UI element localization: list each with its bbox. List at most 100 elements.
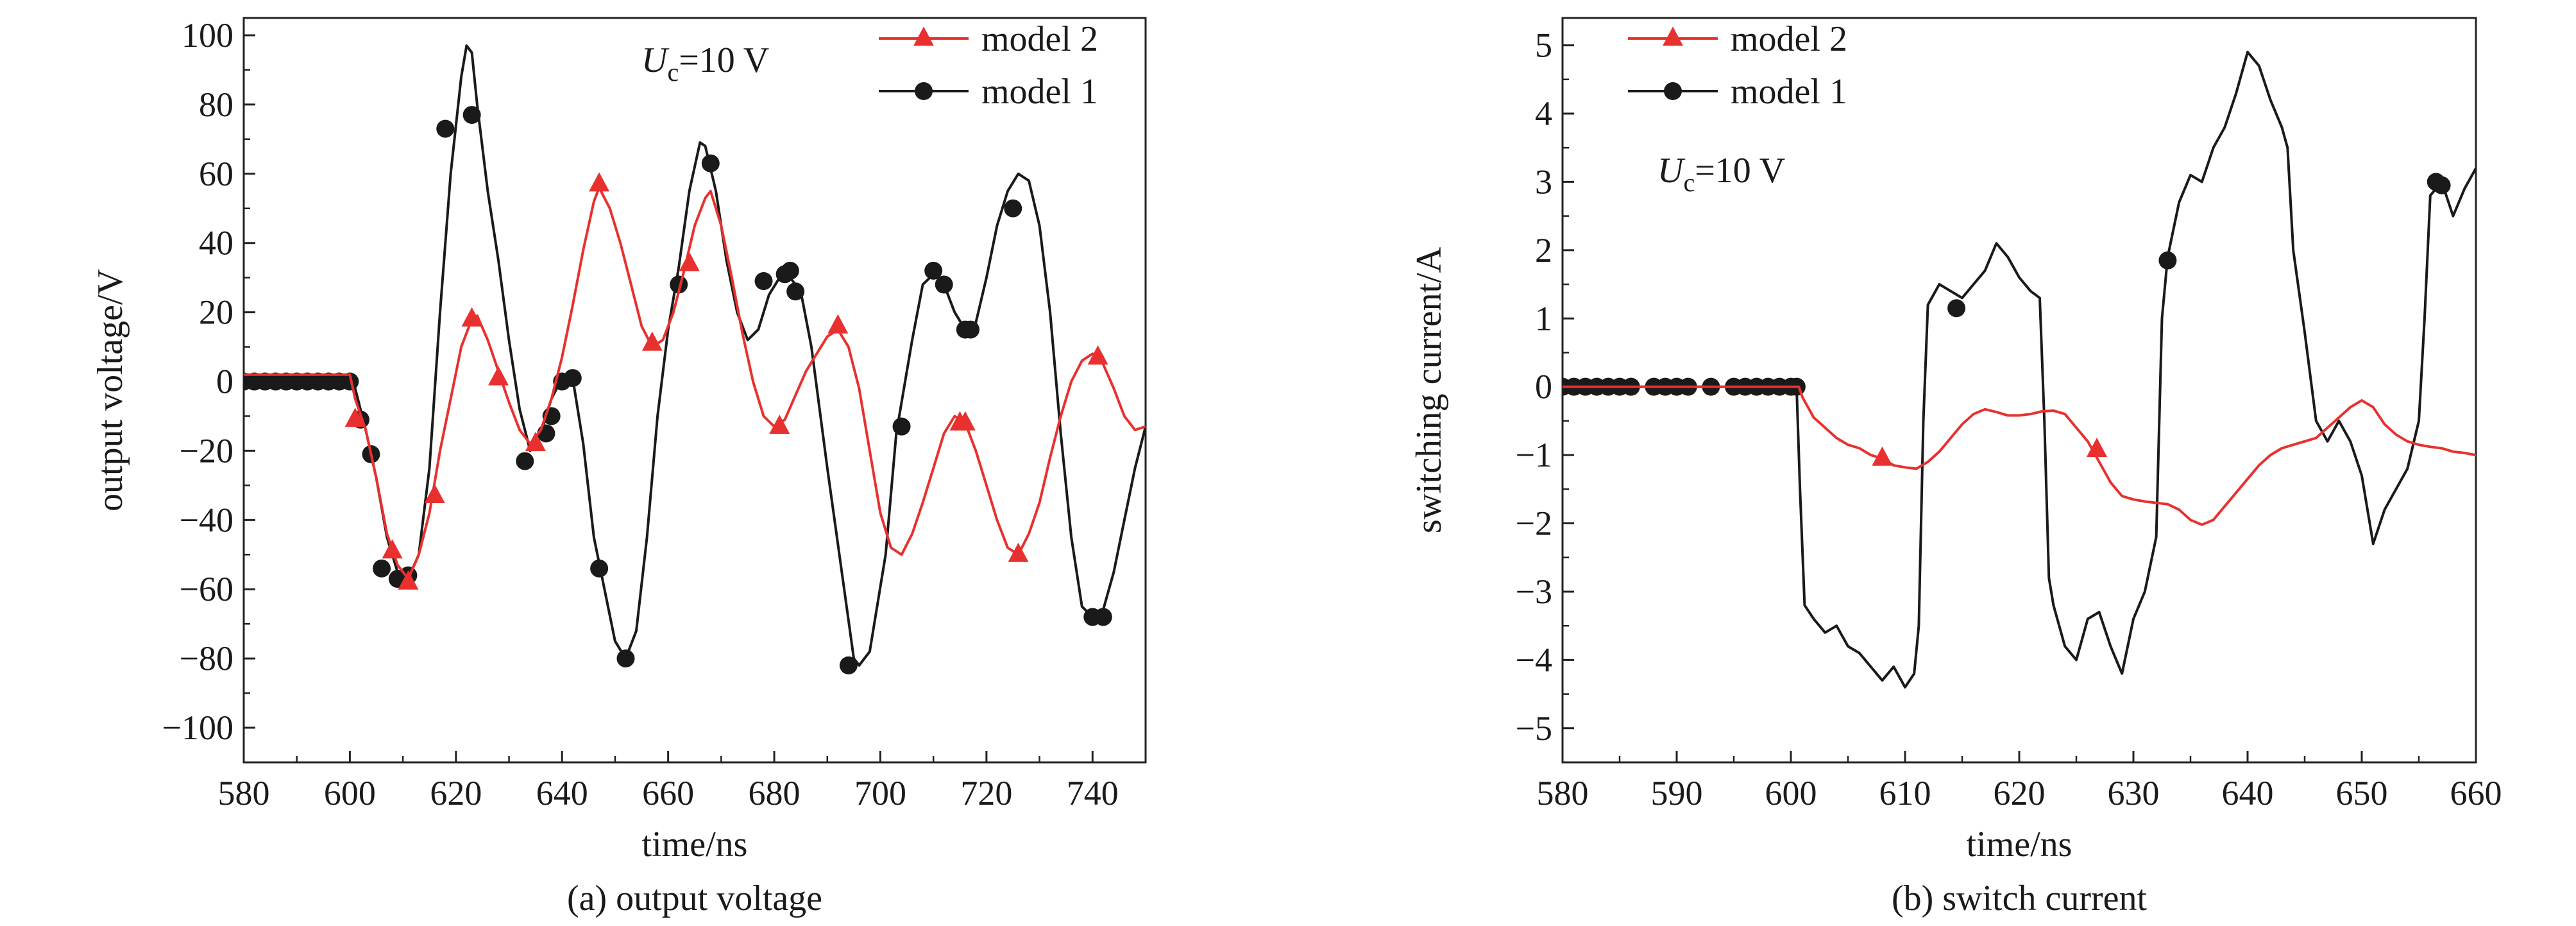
- data-point: [679, 252, 700, 271]
- data-point: [589, 172, 610, 192]
- y-tick-label: −1: [1516, 436, 1552, 474]
- annotation-variable: U: [641, 40, 670, 80]
- data-point: [462, 106, 481, 124]
- condition-annotation: Uc=10 V: [1657, 151, 1785, 197]
- y-tick-label: 20: [199, 293, 233, 332]
- x-tick-label: 620: [1994, 774, 2046, 812]
- y-tick-label: 40: [199, 224, 233, 262]
- x-tick-label: 700: [854, 774, 906, 812]
- data-point: [516, 452, 534, 470]
- legend-label: model 2: [981, 19, 1098, 59]
- data-point: [924, 261, 943, 280]
- data-point: [1008, 542, 1029, 562]
- condition-annotation: Uc=10 V: [641, 40, 769, 87]
- subfigure-caption: (b) switch current: [1892, 879, 2148, 918]
- y-tick-label: −60: [180, 570, 233, 608]
- legend-label: model 1: [981, 72, 1098, 112]
- legend-label: model 2: [1731, 19, 1847, 59]
- data-point: [954, 411, 976, 431]
- y-tick-label: 5: [1535, 26, 1552, 65]
- y-tick-label: −4: [1516, 640, 1552, 679]
- y-tick-label: 60: [199, 155, 233, 193]
- x-tick-label: 640: [2222, 774, 2274, 812]
- y-axis-label: switching current/A: [1409, 246, 1449, 533]
- data-point: [461, 307, 482, 327]
- annotation-subscript: c: [667, 58, 679, 87]
- legend-marker: [915, 82, 933, 100]
- x-tick-label: 580: [218, 774, 270, 812]
- series-model-1: [1563, 51, 2476, 689]
- chart-output-voltage: 580 600 620 640 660 680 700 720 740−100−80−60−40…: [90, 16, 1147, 918]
- y-tick-label: −20: [180, 431, 233, 470]
- series-model-2: [1563, 385, 2476, 526]
- y-tick-label: −80: [180, 639, 233, 678]
- x-tick-label: 580: [1537, 774, 1589, 812]
- series-line: [1563, 51, 2476, 689]
- x-tick-label: 720: [960, 774, 1012, 812]
- data-point: [1872, 446, 1893, 466]
- data-point: [525, 432, 546, 451]
- data-point: [769, 415, 790, 434]
- legend-label: model 1: [1731, 72, 1847, 112]
- data-point: [590, 559, 609, 578]
- data-point: [781, 261, 799, 280]
- data-point: [436, 119, 455, 138]
- x-tick-label: 610: [1879, 774, 1931, 812]
- annotation-subscript: c: [1683, 168, 1695, 197]
- x-tick-label: 600: [1765, 774, 1817, 812]
- y-tick-label: 0: [216, 363, 233, 401]
- plot-area: [244, 44, 1146, 674]
- data-point: [701, 154, 720, 173]
- x-tick-label: 600: [324, 774, 376, 812]
- data-point: [2158, 251, 2177, 270]
- legend-item: model 2: [1628, 19, 1847, 59]
- data-point: [935, 275, 953, 294]
- y-tick-label: 3: [1535, 162, 1552, 201]
- legend-marker: [1663, 26, 1683, 46]
- data-point: [962, 320, 980, 339]
- data-point: [1087, 345, 1108, 365]
- data-point: [839, 656, 858, 674]
- y-tick-label: 4: [1535, 94, 1552, 133]
- data-point: [786, 282, 805, 301]
- y-tick-label: 80: [199, 85, 233, 124]
- x-tick-label: 740: [1067, 774, 1119, 812]
- legend-item: model 1: [879, 72, 1098, 112]
- legend-marker: [913, 26, 934, 46]
- legend-marker: [1664, 82, 1682, 100]
- data-point: [827, 314, 849, 334]
- data-point: [537, 424, 555, 443]
- data-point: [2432, 176, 2451, 194]
- data-point: [1947, 299, 1966, 318]
- data-point: [563, 369, 582, 388]
- y-tick-label: −40: [180, 501, 233, 539]
- annotation-value: =10 V: [1695, 151, 1785, 191]
- x-tick-label: 640: [536, 774, 588, 812]
- data-point: [424, 484, 445, 503]
- y-tick-label: 1: [1535, 299, 1552, 338]
- y-tick-label: 100: [182, 16, 233, 55]
- annotation-value: =10 V: [679, 40, 769, 80]
- x-tick-label: 620: [430, 774, 482, 812]
- legend-item: model 2: [879, 19, 1098, 59]
- y-axis-label: output voltage/V: [90, 269, 130, 511]
- data-point: [1094, 608, 1112, 626]
- annotation-variable: U: [1657, 151, 1686, 191]
- x-tick-label: 650: [2336, 774, 2388, 812]
- data-point: [1004, 199, 1022, 218]
- data-point: [616, 649, 635, 668]
- data-point: [670, 275, 688, 294]
- y-tick-label: −100: [162, 708, 233, 747]
- x-tick-label: 660: [642, 774, 694, 812]
- y-tick-label: −2: [1516, 504, 1552, 543]
- chart-switch-current: 580 590 600 610 620 630 640 650 660 −5 −4 −3 −2 −1 0 1 2…: [1409, 17, 2502, 918]
- y-tick-label: 0: [1535, 368, 1552, 406]
- data-point: [344, 407, 366, 427]
- data-point: [341, 372, 359, 391]
- plot-area: [1563, 51, 2476, 689]
- series-line: [244, 186, 1146, 580]
- data-point: [398, 570, 419, 590]
- data-point: [2087, 438, 2107, 457]
